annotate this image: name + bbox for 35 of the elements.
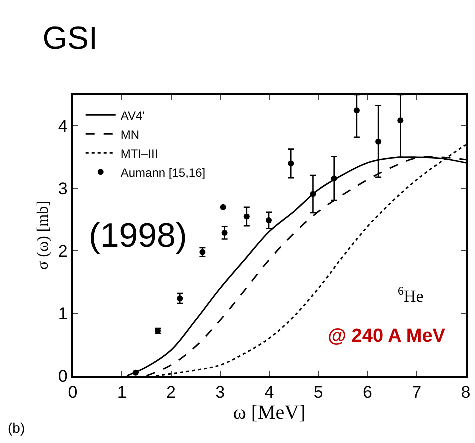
annotation: $^{6}$He (398, 284, 424, 306)
y-tick-label: 0 (58, 366, 68, 386)
legend-label: AV4' (120, 108, 145, 123)
x-tick-label: 1 (117, 383, 127, 402)
chart-title: GSI (42, 20, 98, 56)
x-tick-label: 6 (363, 383, 372, 402)
legend-label: MN (120, 128, 140, 142)
legend-label: Aumann [15,16] (120, 166, 206, 180)
point (398, 118, 404, 124)
x-tick-label: 7 (412, 383, 422, 402)
x-tick-label: 8 (461, 383, 471, 402)
point (266, 218, 272, 224)
point (288, 160, 294, 167)
point (220, 204, 226, 210)
point (244, 214, 250, 220)
point (222, 230, 228, 236)
point (310, 191, 316, 198)
x-axis-title: ω [MeV] (233, 402, 306, 424)
text: (b) (8, 420, 26, 436)
legend-label: MTI–III (120, 146, 158, 161)
y-axis-title: σ (ω) [mb] (34, 201, 52, 270)
x-tick-label: 4 (264, 383, 274, 402)
annotation: (1998) (89, 217, 188, 255)
y-tick-label: 2 (58, 242, 68, 262)
point (132, 370, 139, 376)
point (354, 108, 360, 114)
y-tick-label: 4 (58, 117, 68, 136)
x-tick-label: 5 (314, 383, 324, 402)
y-tick-label: 1 (58, 304, 68, 324)
y-tick-label: 3 (58, 180, 68, 199)
point (331, 176, 338, 182)
annotation: @ 240 A MeV (328, 326, 446, 347)
x-tick-label: 2 (166, 383, 176, 402)
x-tick-label: 3 (216, 383, 226, 402)
point (376, 138, 382, 145)
